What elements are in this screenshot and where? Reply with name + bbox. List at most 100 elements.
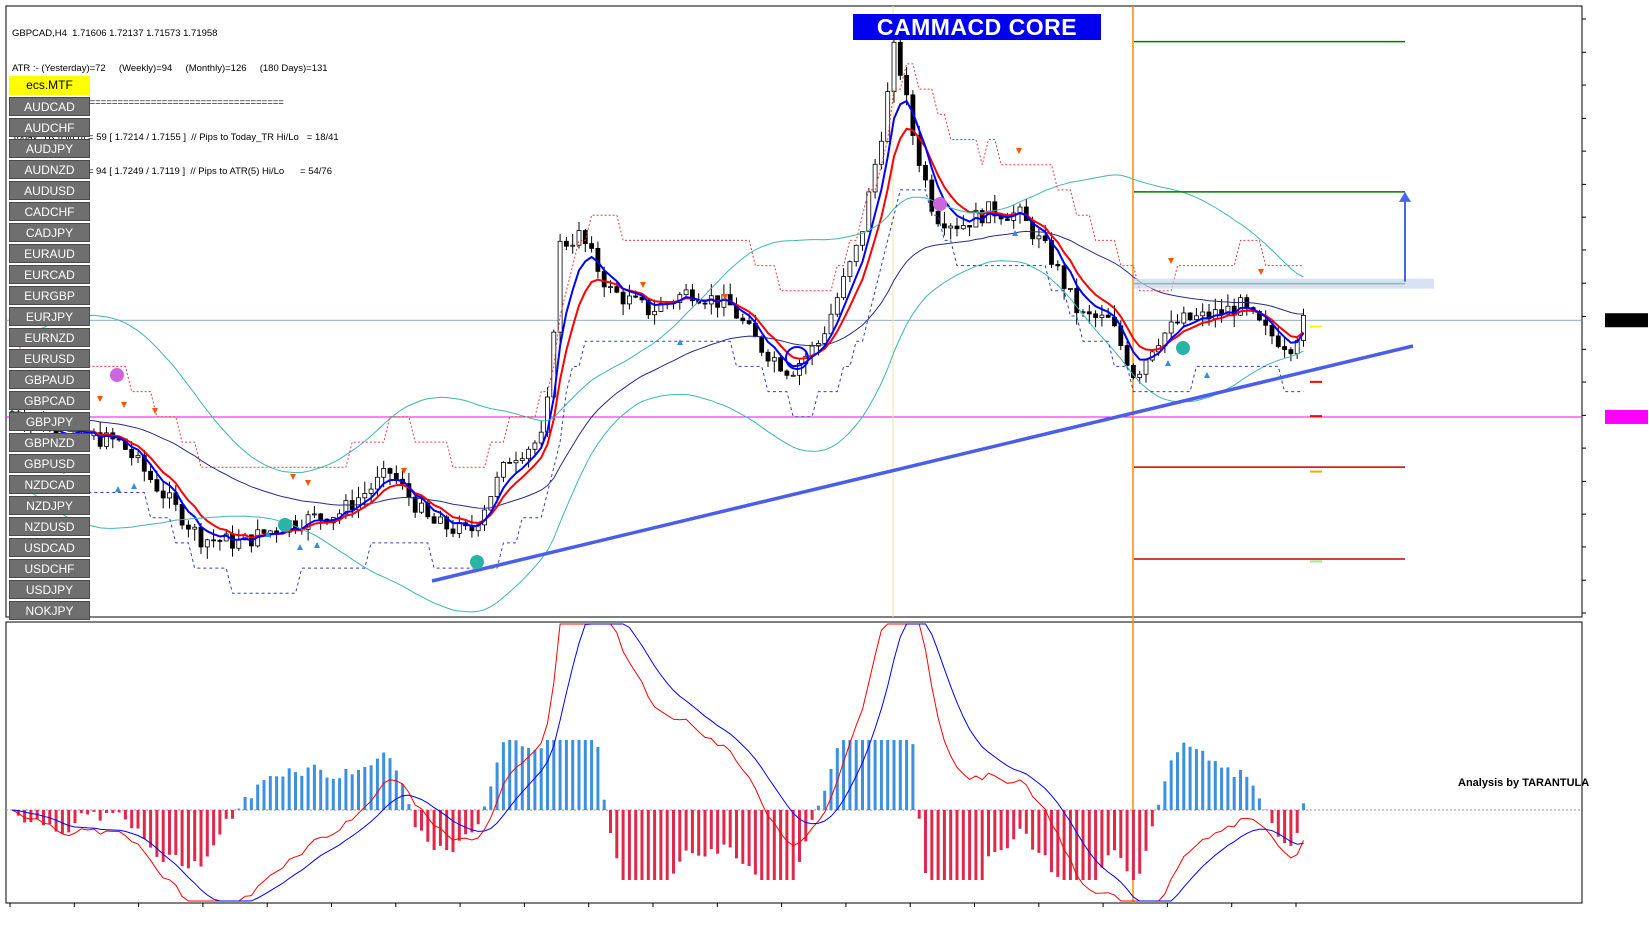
macd-histogram-bar — [193, 810, 197, 862]
symbol-button-audjpy[interactable]: AUDJPY — [9, 139, 90, 158]
sell-arrow-icon — [152, 408, 158, 414]
macd-histogram-bar — [117, 810, 121, 813]
candle-body — [160, 490, 166, 499]
macd-histogram-bar — [60, 810, 64, 834]
blue-dotted-envelope — [12, 189, 1304, 594]
macd-histogram-bar — [29, 810, 33, 823]
macd-histogram-bar — [249, 798, 253, 810]
candle-body — [192, 526, 198, 530]
candle-body — [897, 41, 903, 76]
macd-histogram-bar — [842, 740, 846, 810]
macd-histogram-bar — [741, 810, 745, 864]
macd-histogram-bar — [1100, 810, 1104, 868]
symbol-button-nzdusd[interactable]: NZDUSD — [9, 517, 90, 536]
symbol-button-euraud[interactable]: EURAUD — [9, 244, 90, 263]
symbol-button-gbpaud[interactable]: GBPAUD — [9, 370, 90, 389]
candle-body — [1068, 288, 1073, 290]
candle-body — [1194, 315, 1199, 321]
macd-histogram-bar — [1239, 769, 1242, 810]
macd-histogram-bar — [375, 758, 379, 810]
macd-histogram-bar — [98, 810, 102, 821]
candle-body — [381, 468, 387, 478]
macd-histogram-bar — [640, 810, 644, 880]
macd-histogram-bar — [577, 740, 581, 810]
symbol-button-audnzd[interactable]: AUDNZD — [9, 160, 90, 179]
info-separator: ========================================… — [12, 97, 284, 108]
symbol-button-audusd[interactable]: AUDUSD — [9, 181, 90, 200]
symbol-button-gbpusd[interactable]: GBPUSD — [9, 454, 90, 473]
macd-red-line — [11, 623, 1304, 902]
candle-body — [412, 496, 418, 513]
macd-histogram-bar — [615, 810, 619, 859]
symbol-button-usdjpy[interactable]: USDJPY — [9, 580, 90, 599]
candle-body — [564, 240, 569, 247]
candle-body — [293, 520, 298, 530]
symbol-button-nokjpy[interactable]: NOKJPY — [9, 601, 90, 620]
red-dotted-envelope — [12, 63, 1304, 468]
symbol-button-eurjpy[interactable]: EURJPY — [9, 307, 90, 326]
macd-histogram-bar — [816, 805, 820, 810]
macd-histogram-bar — [1302, 803, 1305, 810]
macd-histogram-bar — [483, 806, 486, 810]
atr-summary-line: ATR :- (Yesterday)=72 (Weekly)=94 (Month… — [12, 62, 328, 74]
macd-histogram-bar — [848, 740, 852, 810]
macd-histogram-bar — [861, 740, 864, 810]
macd-histogram-bar — [426, 810, 430, 842]
ecs-mtf-header[interactable]: ecs.MTF — [9, 76, 90, 95]
macd-histogram-bar — [212, 810, 216, 846]
symbol-button-gbpjpy[interactable]: GBPJPY — [9, 412, 90, 431]
candle-body — [916, 135, 922, 166]
macd-histogram-bar — [413, 810, 417, 828]
macd-histogram-bar — [407, 804, 411, 810]
signal-dot — [1176, 341, 1190, 355]
candle-body — [198, 526, 204, 548]
candle-body — [1105, 314, 1111, 318]
symbol-button-eurgbp[interactable]: EURGBP — [9, 286, 90, 305]
symbol-button-nzdcad[interactable]: NZDCAD — [9, 475, 90, 494]
symbol-button-eurnzd[interactable]: EURNZD — [9, 328, 90, 347]
candle-body — [1200, 311, 1206, 317]
macd-histogram-bar — [73, 810, 77, 824]
candle-body — [1124, 345, 1130, 366]
macd-histogram-bar — [1232, 776, 1236, 810]
candle-body — [841, 276, 846, 299]
macd-histogram-bar — [678, 810, 682, 862]
candle-body — [1143, 359, 1149, 375]
symbol-button-gbpnzd[interactable]: GBPNZD — [9, 433, 90, 452]
macd-histogram-bar — [92, 810, 96, 812]
candle-body — [450, 528, 456, 534]
macd-histogram-bar — [1213, 761, 1217, 810]
macd-histogram-bar — [798, 810, 801, 862]
candle-body — [589, 243, 594, 249]
macd-histogram-bar — [388, 758, 392, 810]
candle-body — [97, 432, 103, 447]
symbol-button-cadchf[interactable]: CADCHF — [9, 202, 90, 221]
symbol-button-audchf[interactable]: AUDCHF — [9, 118, 90, 137]
buy-arrow-icon — [131, 483, 137, 489]
candle-body — [923, 164, 928, 181]
symbol-button-usdcad[interactable]: USDCAD — [9, 538, 90, 557]
macd-histogram-bar — [646, 810, 650, 880]
macd-histogram-bar — [886, 740, 890, 810]
symbol-button-eurusd[interactable]: EURUSD — [9, 349, 90, 368]
symbol-button-usdchf[interactable]: USDCHF — [9, 559, 90, 578]
macd-histogram-bar — [1131, 810, 1135, 880]
candle-body — [683, 289, 689, 296]
macd-histogram-bar — [917, 810, 921, 819]
symbol-button-audcad[interactable]: AUDCAD — [9, 97, 90, 116]
macd-histogram-bar — [684, 810, 688, 851]
macd-histogram-bar — [1075, 810, 1079, 880]
macd-histogram-bar — [1207, 760, 1211, 810]
symbol-button-nzdjpy[interactable]: NZDJPY — [9, 496, 90, 515]
buy-arrow-icon — [297, 544, 303, 550]
candle-body — [513, 460, 519, 464]
macd-histogram-bar — [275, 776, 279, 810]
symbol-button-gbpcad[interactable]: GBPCAD — [9, 391, 90, 410]
symbol-button-eurcad[interactable]: EURCAD — [9, 265, 90, 284]
symbol-button-cadjpy[interactable]: CADJPY — [9, 223, 90, 242]
macd-histogram-bar — [357, 769, 360, 810]
candle-body — [904, 74, 909, 96]
macd-histogram-bar — [533, 749, 537, 810]
candle-body — [167, 492, 172, 499]
